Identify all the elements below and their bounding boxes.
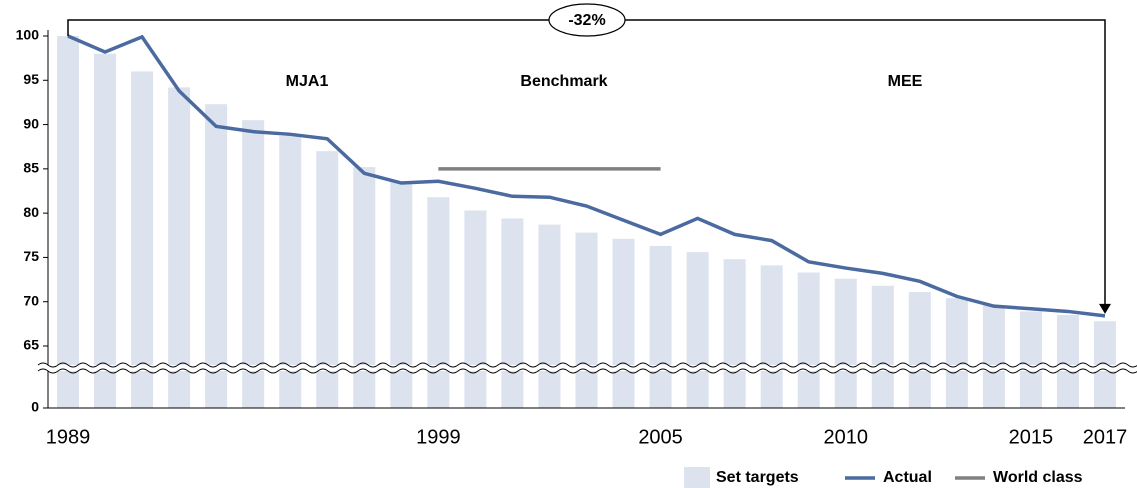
x-tick-label: 1999 (416, 426, 461, 448)
bar (279, 136, 302, 408)
axis-break (37, 368, 1137, 374)
bar (649, 245, 672, 408)
x-tick-label: 2010 (824, 426, 869, 448)
y-tick-label: 95 (23, 71, 39, 87)
bar (205, 104, 228, 409)
bar (982, 305, 1005, 408)
y-tick-label: 90 (23, 115, 39, 131)
annotation: Benchmark (520, 73, 607, 90)
bar (1094, 321, 1116, 408)
legend-label: Set targets (716, 469, 799, 486)
bar (94, 53, 117, 409)
x-tick-label: 2017 (1083, 426, 1128, 448)
legend-swatch (684, 467, 710, 488)
bar (575, 232, 598, 408)
annotation: MEE (888, 73, 923, 90)
bar (686, 252, 709, 408)
bar (353, 167, 376, 408)
bar (464, 210, 487, 408)
bar (871, 285, 894, 408)
bar (612, 238, 635, 408)
annotation: MJA1 (286, 73, 329, 90)
x-tick-label: 2015 (1009, 426, 1054, 448)
bar (797, 272, 820, 408)
bar (1056, 314, 1079, 408)
bar (390, 182, 413, 408)
bar (242, 120, 265, 408)
y-tick-label: 0 (31, 399, 39, 415)
bar (723, 259, 746, 408)
bar (760, 265, 783, 408)
y-tick-label: 70 (23, 292, 39, 308)
legend-label: World class (993, 469, 1083, 486)
bar (316, 151, 339, 409)
change-bubble (548, 3, 626, 37)
axis-break (37, 362, 1137, 368)
bar (538, 224, 561, 408)
bar (945, 298, 968, 408)
axis-break (36, 365, 1137, 371)
legend-label: Actual (883, 469, 932, 486)
bar (427, 197, 450, 408)
line-series (67, 34, 1106, 318)
y-tick-label: 65 (23, 337, 39, 353)
y-tick-label: 100 (16, 27, 40, 43)
y-tick-label: 75 (23, 248, 39, 264)
bar (834, 278, 857, 408)
y-tick-label: 85 (23, 160, 39, 176)
annotation: -32% (568, 12, 605, 29)
x-tick-label: 2005 (638, 426, 683, 448)
y-tick-label: 80 (23, 204, 39, 220)
bar (168, 87, 191, 408)
bar (501, 218, 524, 408)
bar (57, 36, 79, 408)
bar (908, 291, 931, 408)
x-tick-label: 1989 (46, 426, 91, 448)
bar (131, 71, 154, 408)
arrow-head (1099, 303, 1111, 314)
bar (1019, 311, 1042, 408)
